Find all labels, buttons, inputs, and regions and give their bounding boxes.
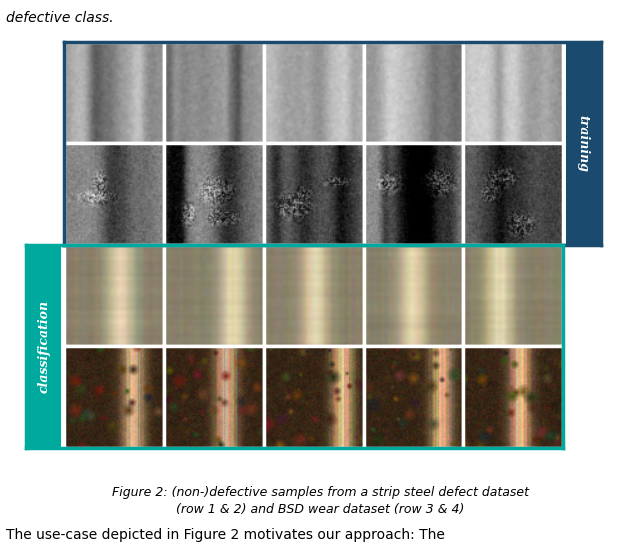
Text: The use-case depicted in Figure 2 motivates our approach: The: The use-case depicted in Figure 2 motiva… — [6, 528, 445, 542]
Text: (row 1 & 2) and BSD wear dataset (row 3 & 4): (row 1 & 2) and BSD wear dataset (row 3 … — [176, 503, 464, 517]
Text: training: training — [577, 115, 590, 172]
Text: classification: classification — [37, 300, 51, 393]
Text: Figure 2: (non-)defective samples from a strip steel defect dataset: Figure 2: (non-)defective samples from a… — [111, 485, 529, 499]
Text: defective class.: defective class. — [6, 11, 114, 26]
